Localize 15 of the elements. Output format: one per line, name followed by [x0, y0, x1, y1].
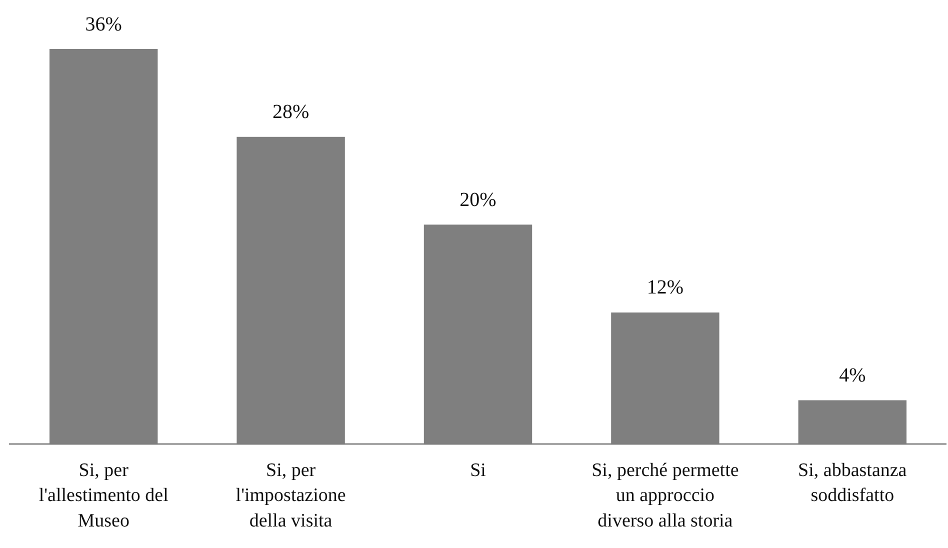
x-tick-label: Si, abbastanza soddisfatto [798, 460, 908, 506]
data-label: 28% [272, 101, 310, 124]
x-tick-label: Si, per l'allestimento del Museo [38, 460, 168, 532]
data-label: 4% [839, 364, 866, 387]
bar [611, 312, 720, 444]
data-label: 12% [646, 276, 684, 299]
bar [424, 224, 532, 444]
bar [798, 400, 906, 444]
x-tick-label: Si, perché permette un approccio diverso alla storia [592, 460, 739, 532]
data-label: 20% [460, 188, 496, 211]
bar [236, 136, 345, 444]
x-tick-label: Si [470, 460, 486, 481]
x-tick-label: Si, per l'impostazione della visita [236, 460, 346, 532]
bar [50, 49, 158, 444]
data-label: 36% [85, 13, 122, 36]
